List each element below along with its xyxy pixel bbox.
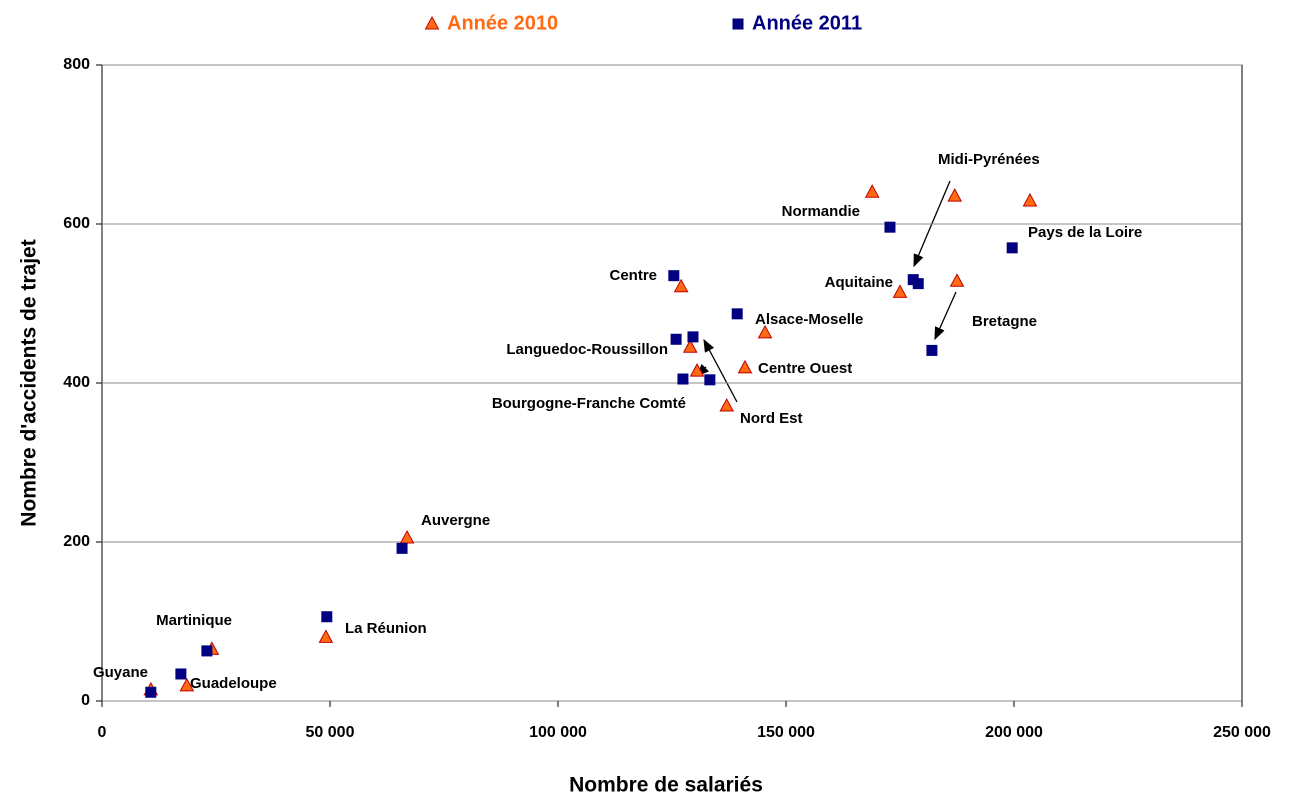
point <box>949 273 965 287</box>
x-tick-label: 200 000 <box>985 724 1043 741</box>
point <box>682 339 698 353</box>
point <box>912 278 924 290</box>
x-tick-label: 50 000 <box>306 724 355 741</box>
point <box>947 188 963 202</box>
point <box>1022 192 1038 207</box>
x-tick-label: 250 000 <box>1213 724 1271 741</box>
point <box>687 331 699 343</box>
legend-label: Année 2010 <box>447 12 558 34</box>
y-tick-label: 200 <box>63 533 90 550</box>
point <box>689 363 705 377</box>
annotation: La Réunion <box>345 620 427 637</box>
point <box>399 529 415 544</box>
y-axis-label: Nombre d'accidents de trajet <box>18 239 41 526</box>
annotation: Alsace-Moselle <box>755 311 863 328</box>
annotation: Guyane <box>93 664 148 681</box>
legend-marker <box>732 18 744 30</box>
x-axis-label: Nombre de salariés <box>569 774 763 797</box>
annotation: Languedoc-Roussillon <box>506 341 668 358</box>
point <box>731 308 743 320</box>
y-tick-label: 800 <box>63 56 90 73</box>
annotation: Bretagne <box>972 313 1037 330</box>
annotation: Bourgogne-Franche Comté <box>492 395 686 412</box>
point <box>864 184 880 198</box>
point <box>201 645 213 657</box>
point <box>668 270 680 282</box>
x-tick-label: 150 000 <box>757 724 815 741</box>
legend-label: Année 2011 <box>752 12 862 34</box>
annotation: Pays de la Loire <box>1028 224 1142 241</box>
x-tick-label: 100 000 <box>529 724 587 741</box>
point <box>884 221 896 233</box>
point <box>670 333 682 345</box>
point <box>719 398 735 412</box>
point <box>737 359 753 374</box>
annotation: Martinique <box>156 612 232 629</box>
point <box>396 542 408 554</box>
point <box>321 611 333 623</box>
point <box>179 677 195 692</box>
point <box>145 686 157 698</box>
annotation: Centre Ouest <box>758 360 852 377</box>
point <box>175 668 187 680</box>
point <box>673 278 689 293</box>
annotation: Centre <box>609 267 657 284</box>
annotation: Midi-Pyrénées <box>938 151 1040 168</box>
y-tick-label: 600 <box>63 215 90 232</box>
legend-marker <box>424 15 440 30</box>
y-tick-label: 0 <box>81 692 90 709</box>
point <box>318 629 334 643</box>
annotation: Guadeloupe <box>190 675 277 692</box>
arrow <box>934 291 957 341</box>
point <box>926 344 938 356</box>
annotation: Aquitaine <box>825 274 893 291</box>
x-tick-label: 0 <box>98 724 107 741</box>
point <box>1006 242 1018 254</box>
point <box>892 284 908 298</box>
point <box>757 324 773 339</box>
annotation: Nord Est <box>740 410 803 427</box>
y-tick-label: 400 <box>63 374 90 391</box>
point <box>677 373 689 385</box>
annotation: Normandie <box>782 203 860 220</box>
annotation: Auvergne <box>421 512 490 529</box>
point <box>704 374 716 386</box>
arrow <box>703 338 738 403</box>
